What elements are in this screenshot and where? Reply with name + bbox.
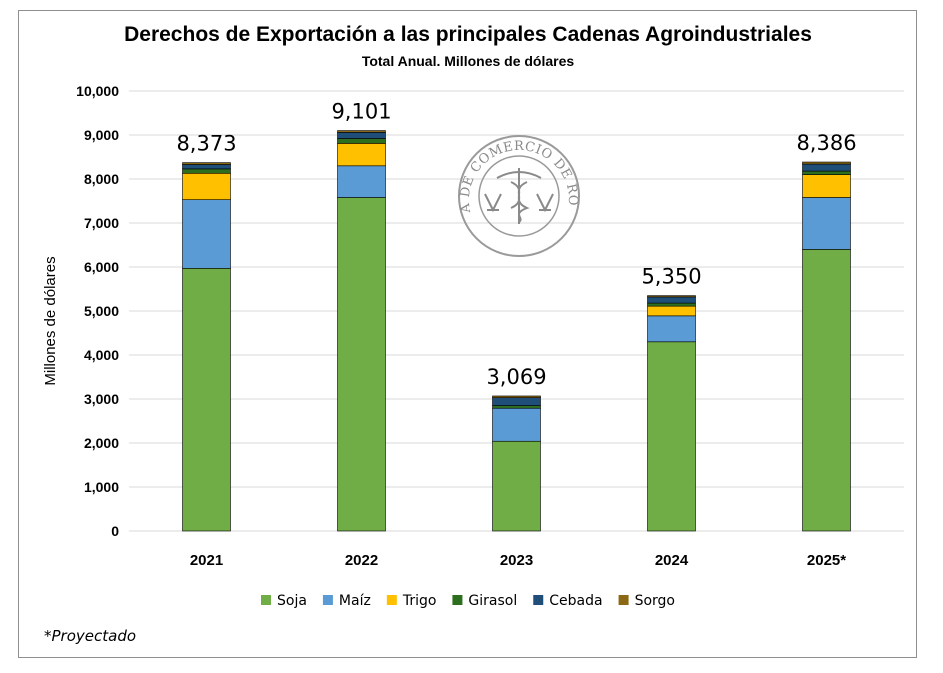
x-tick-label: 2023 (500, 552, 533, 569)
legend-swatch (452, 595, 463, 605)
x-tick-label: 2022 (345, 552, 378, 569)
chart-canvas: Derechos de Exportación a las principale… (19, 11, 904, 645)
total-label: 8,386 (796, 131, 856, 155)
y-tick-label: 4,000 (84, 347, 119, 363)
bar-2022-girasol (337, 138, 386, 144)
y-tick-label: 8,000 (84, 171, 119, 187)
bar-2021-soja (182, 268, 231, 532)
legend-label: Soja (277, 593, 307, 609)
legend-item-trigo: Trigo (386, 593, 437, 609)
y-axis-label: Millones de dólares (42, 256, 59, 385)
legend-swatch (386, 595, 397, 605)
grid-lines (129, 90, 904, 532)
bar-2022-sorgo (337, 130, 386, 133)
y-tick-label: 10,000 (76, 83, 119, 99)
bar-2025-cebada (802, 163, 851, 172)
bar-2024-girasol (647, 302, 696, 307)
bar-2024-cebada (647, 296, 696, 304)
legend-item-soja: Soja (261, 593, 307, 609)
total-label: 9,101 (331, 100, 391, 124)
bar-2025-maíz (802, 197, 851, 250)
x-tick-label: 2025* (807, 552, 846, 569)
legend-swatch (618, 595, 629, 605)
bar-2023-cebada (492, 397, 541, 406)
footnote: *Proyectado (44, 627, 136, 645)
bar-2021-maíz (182, 199, 231, 269)
bar-2023-girasol (492, 405, 541, 409)
bar-2025-soja (802, 249, 851, 532)
legend-swatch (533, 595, 544, 605)
y-tick-label: 0 (111, 523, 119, 539)
bar-2022-trigo (337, 143, 386, 167)
legend-label: Maíz (339, 593, 371, 609)
legend-item-cebada: Cebada (533, 593, 603, 609)
chart-subtitle: Total Anual. Millones de dólares (362, 53, 575, 69)
bar-2021-cebada (182, 164, 231, 170)
bar-2022-soja (337, 197, 386, 532)
bar-2021-trigo (182, 172, 231, 200)
y-tick-label: 6,000 (84, 259, 119, 275)
bar-2024-sorgo (647, 295, 696, 298)
y-tick-label: 5,000 (84, 303, 119, 319)
y-tick-labels: 0 1,000 2,000 3,000 4,000 5,000 6,000 7,000 8,00… (76, 83, 119, 539)
x-tick-label: 2021 (190, 552, 223, 569)
bar-2022-cebada (337, 132, 386, 139)
legend-swatch (261, 595, 271, 605)
y-tick-label: 3,000 (84, 391, 119, 407)
y-tick-label: 1,000 (84, 479, 119, 495)
legend-label: Girasol (468, 593, 517, 609)
y-tick-label: 9,000 (84, 127, 119, 143)
bar-2024-trigo (647, 305, 696, 317)
bar-2023-maíz (492, 407, 541, 442)
total-label: 5,350 (641, 265, 701, 289)
seal-emblem (484, 168, 554, 224)
bar-2024-soja (647, 341, 696, 532)
bar-2023-soja (492, 440, 541, 532)
bar-2021-girasol (182, 168, 231, 174)
total-label: 8,373 (176, 132, 236, 156)
total-labels: 8,373 9,101 3,069 5,350 8,386 (176, 100, 856, 389)
legend-item-maíz: Maíz (322, 593, 371, 609)
bar-2025-sorgo (802, 161, 851, 165)
total-label: 3,069 (486, 365, 546, 389)
bar-2022-maíz (337, 165, 386, 198)
legend-label: Sorgo (635, 593, 675, 609)
x-tick-labels: 2021 2022 2023 2024 2025* (190, 552, 846, 569)
chart-frame: Derechos de Exportación a las principale… (18, 10, 917, 658)
bar-2025-trigo (802, 174, 851, 198)
legend-label: Cebada (549, 593, 602, 609)
y-tick-label: 2,000 (84, 435, 119, 451)
bar-2023-sorgo (492, 395, 541, 398)
legend-swatch (322, 595, 333, 605)
bars (182, 130, 851, 532)
y-tick-label: 7,000 (84, 215, 119, 231)
bar-2021-sorgo (182, 162, 231, 165)
x-tick-label: 2024 (655, 552, 689, 569)
legend-item-sorgo: Sorgo (618, 593, 675, 609)
chart-title: Derechos de Exportación a las principale… (124, 23, 812, 46)
legend-item-girasol: Girasol (452, 593, 517, 609)
seal-outer-ring (458, 135, 580, 257)
bar-2024-maíz (647, 315, 696, 343)
legend-label: Trigo (402, 593, 437, 609)
seal-inner-ring (478, 155, 560, 237)
legend: Soja Maíz Trigo Girasol Cebada Sorgo (261, 593, 675, 609)
bar-2025-girasol (802, 170, 851, 175)
